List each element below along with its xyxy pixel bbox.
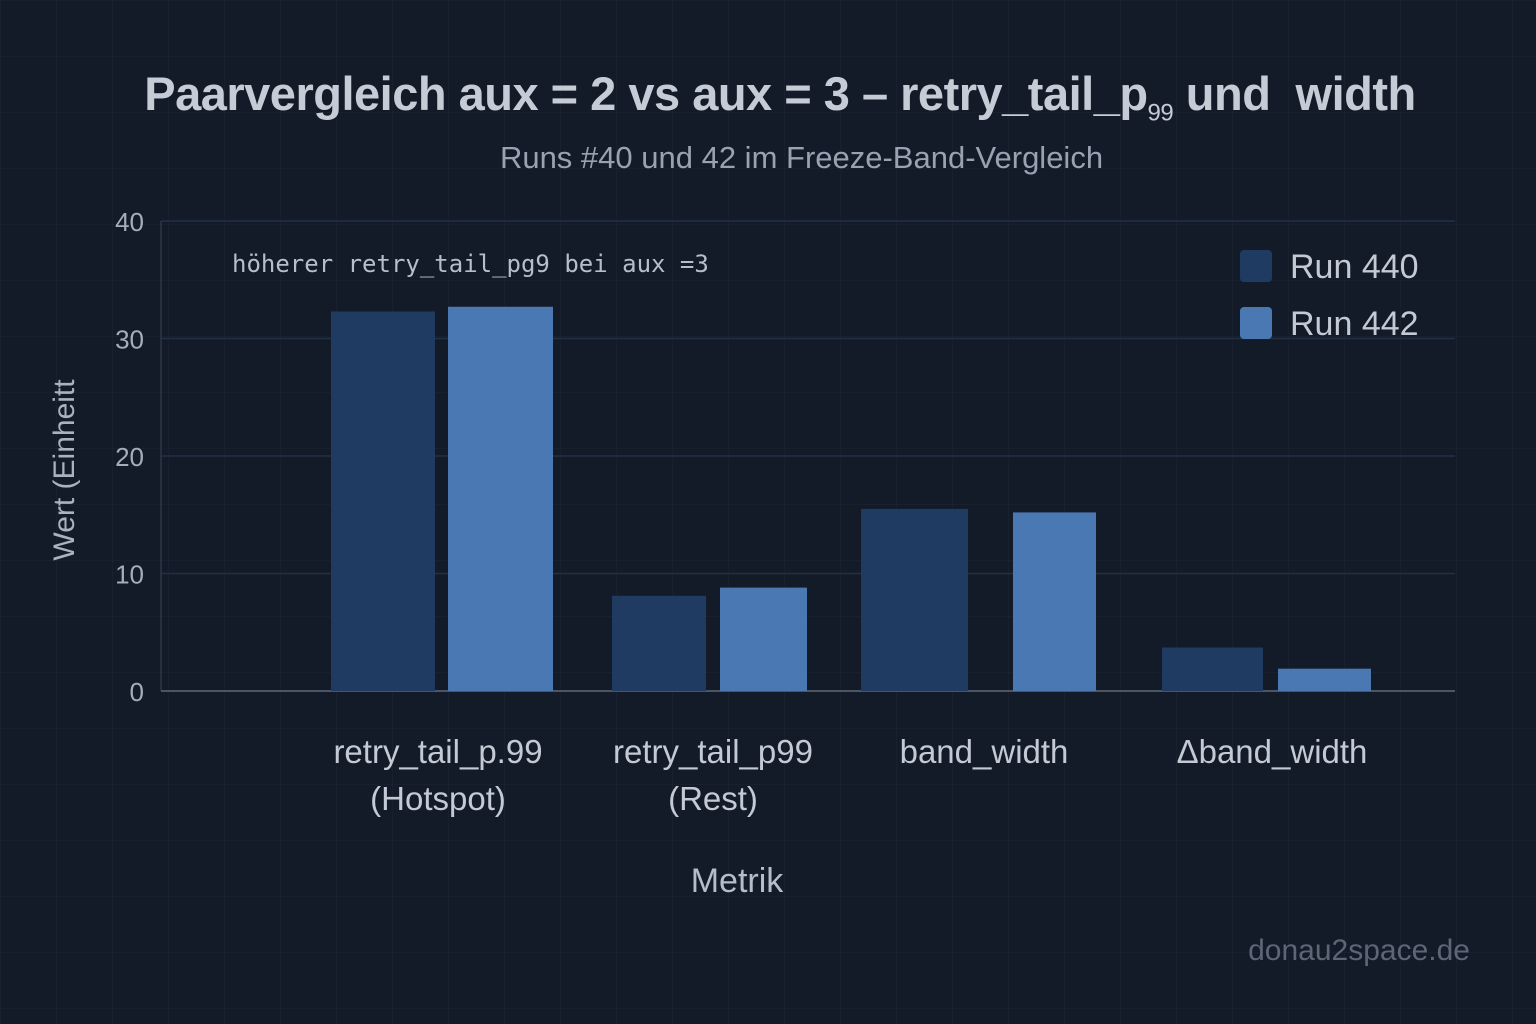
x-tick-label: (Hotspot) bbox=[370, 780, 506, 817]
legend-swatch bbox=[1240, 307, 1272, 339]
bar-run-440 bbox=[1162, 647, 1263, 691]
bar-run-442 bbox=[1013, 512, 1096, 691]
watermark: donau2space.de bbox=[1248, 934, 1470, 967]
bar-run-442 bbox=[720, 587, 807, 691]
x-axis-label: Metrik bbox=[691, 862, 785, 900]
y-tick-label: 10 bbox=[115, 560, 144, 590]
y-tick-label: 30 bbox=[115, 325, 144, 355]
x-tick-label: retry_tail_p.99 bbox=[333, 733, 542, 770]
x-tick-label: Δband_width bbox=[1177, 733, 1368, 770]
bar-run-440 bbox=[331, 311, 435, 691]
y-tick-label: 40 bbox=[115, 207, 144, 237]
x-tick-label: retry_tail_p99 bbox=[613, 733, 813, 770]
x-tick-label: band_width bbox=[900, 733, 1069, 770]
bar-run-440 bbox=[612, 595, 706, 691]
x-tick-label: (Rest) bbox=[668, 780, 758, 817]
legend-label: Run 442 bbox=[1290, 305, 1419, 343]
y-tick-label: 20 bbox=[115, 442, 144, 472]
bar-run-442 bbox=[1278, 668, 1371, 691]
y-axis-label: Wert (Einheitt bbox=[48, 379, 81, 561]
legend-swatch bbox=[1240, 250, 1272, 282]
chart-title: Paarvergleich aux = 2 vs aux = 3 – retry… bbox=[144, 67, 1416, 127]
annotation: höherer retry_tail_pg9 bei aux =3 bbox=[232, 250, 709, 278]
y-tick-label: 0 bbox=[130, 677, 144, 707]
legend-label: Run 440 bbox=[1290, 248, 1419, 286]
bar-run-440 bbox=[861, 508, 968, 691]
chart-subtitle: Runs #40 und 42 im Freeze-Band-Vergleich bbox=[499, 140, 1104, 175]
bar-run-442 bbox=[448, 306, 553, 691]
